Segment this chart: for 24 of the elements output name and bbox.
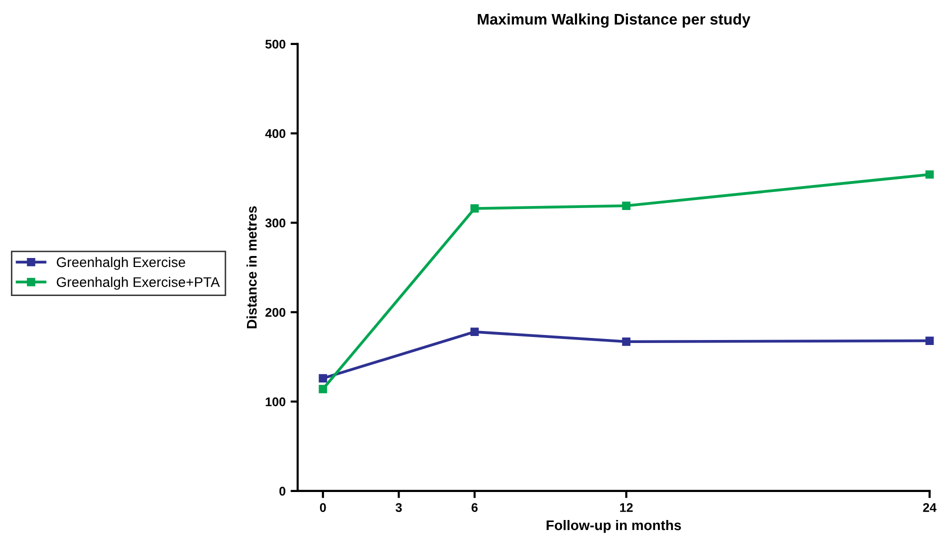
x-tick-label: 12 [620, 503, 633, 512]
x-axis-title: Follow-up in months [546, 520, 681, 533]
point [622, 202, 630, 210]
chart-title: Maximum Walking Distance per study [478, 13, 750, 28]
point [318, 384, 328, 394]
legend-label: Greenhalgh Exercise [56, 256, 186, 270]
legend-label: Greenhalgh Exercise+PTA [56, 276, 220, 290]
y-tick-label: 400 [265, 129, 286, 138]
x-tick-label: 24 [923, 503, 936, 512]
x-tick-label: 3 [396, 503, 402, 512]
y-tick-label: 0 [279, 486, 286, 496]
point [470, 204, 479, 213]
y-tick-label: 500 [265, 40, 286, 49]
point [470, 328, 479, 336]
y-tick-label: 200 [265, 308, 286, 317]
y-tick-label: 100 [266, 397, 286, 406]
x-tick-label: 6 [472, 503, 478, 512]
y-tick-label: 300 [265, 218, 286, 228]
point [925, 336, 934, 345]
y-axis-title: Distance in metres [246, 206, 257, 328]
point [925, 170, 934, 179]
point [622, 338, 630, 346]
x-tick-label: 0 [320, 503, 326, 512]
point [318, 374, 328, 382]
